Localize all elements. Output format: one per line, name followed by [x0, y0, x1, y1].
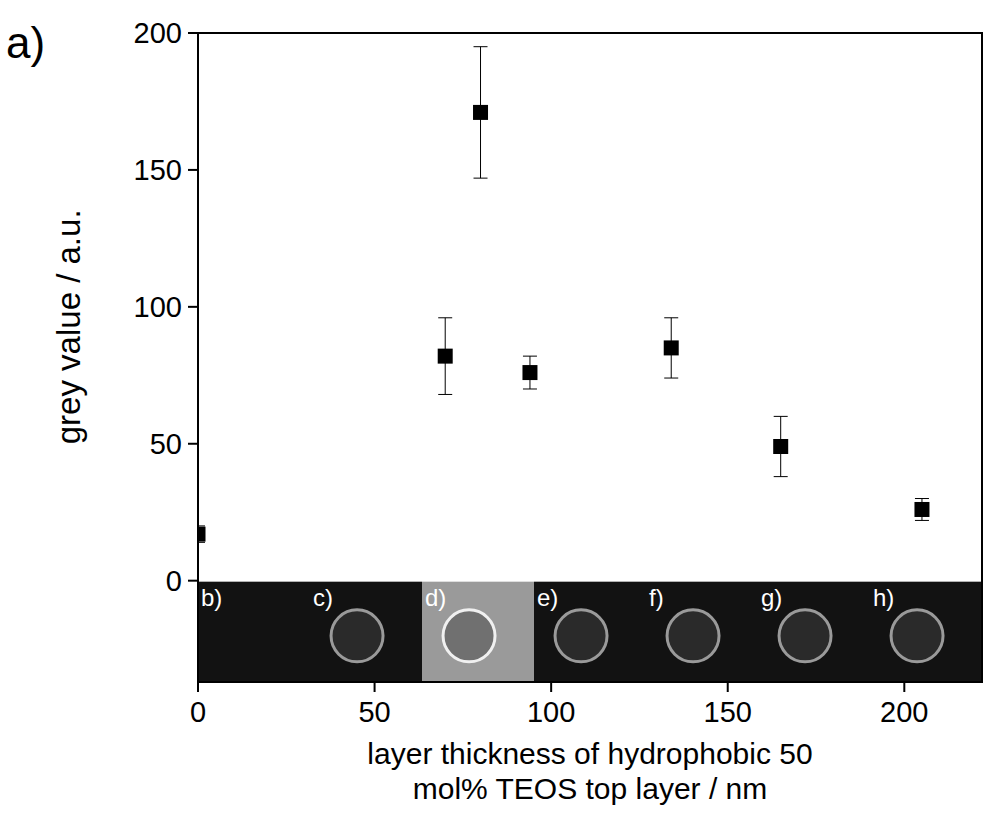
chart: b) c) d) e) f) g) h) 0 50 100 150 200 0 50 100 150 200 gr… [0, 0, 993, 820]
inset-photo [870, 582, 982, 682]
error-cap [438, 317, 452, 318]
x-tick [197, 682, 199, 692]
error-cap [438, 394, 452, 395]
point [914, 502, 929, 517]
point [522, 365, 537, 380]
y-tick [188, 306, 198, 308]
inset-ring [779, 610, 831, 662]
x-tick [374, 682, 376, 692]
x-tick-label: 150 [704, 696, 752, 728]
y-tick [188, 169, 198, 171]
plot-frame [198, 33, 982, 682]
y-tick-label: 150 [134, 154, 182, 186]
error-cap [198, 525, 205, 526]
y-tick-label: 0 [166, 565, 182, 597]
inset-label: h) [873, 584, 894, 611]
x-tick [727, 682, 729, 692]
point [473, 105, 488, 120]
error-cap [664, 378, 678, 379]
inset-label: c) [313, 584, 333, 611]
inset-photo [422, 582, 534, 682]
inset-ring [667, 610, 719, 662]
y-tick [188, 32, 198, 34]
error-cap [915, 498, 929, 499]
error-cap [474, 46, 488, 47]
point [664, 340, 679, 355]
inset-photo [758, 582, 870, 682]
x-axis-title: layer thickness of hydrophobic 50mol% TE… [367, 737, 812, 805]
inset-photo [198, 582, 310, 682]
point [773, 439, 788, 454]
y-axis-title: grey value / a.u. [50, 209, 87, 444]
inset-ring [331, 610, 383, 662]
y-tick [188, 580, 198, 582]
point [198, 527, 206, 542]
inset-label: b) [201, 584, 222, 611]
error-cap [774, 416, 788, 417]
point [438, 349, 453, 364]
inset-ring [443, 610, 495, 662]
data-group [198, 47, 929, 543]
error-cap [774, 476, 788, 477]
inset-photo [534, 582, 646, 682]
x-tick-label: 200 [880, 696, 928, 728]
x-tick-label: 50 [358, 696, 390, 728]
inset-label: g) [761, 584, 782, 611]
error-cap [523, 356, 537, 357]
x-axis-title-line: mol% TEOS top layer / nm [413, 772, 768, 805]
x-tick [903, 682, 905, 692]
x-axis-title-line: layer thickness of hydrophobic 50 [367, 737, 812, 770]
error-cap [915, 520, 929, 521]
panel-label: a) [6, 18, 45, 67]
error-cap [523, 388, 537, 389]
inset-label: e) [537, 584, 558, 611]
y-tick-label: 200 [134, 17, 182, 49]
y-tick [188, 443, 198, 445]
x-tick [550, 682, 552, 692]
error-cap [664, 317, 678, 318]
x-tick-label: 100 [527, 696, 575, 728]
inset-label: f) [649, 584, 664, 611]
inset-photo [310, 582, 422, 682]
error-cap [198, 542, 205, 543]
y-tick-label: 100 [134, 291, 182, 323]
inset-ring [555, 610, 607, 662]
error-cap [474, 178, 488, 179]
y-tick-label: 50 [150, 428, 182, 460]
inset-ring [891, 610, 943, 662]
x-tick-label: 0 [190, 696, 206, 728]
inset-label: d) [425, 584, 446, 611]
inset-photo [646, 582, 758, 682]
